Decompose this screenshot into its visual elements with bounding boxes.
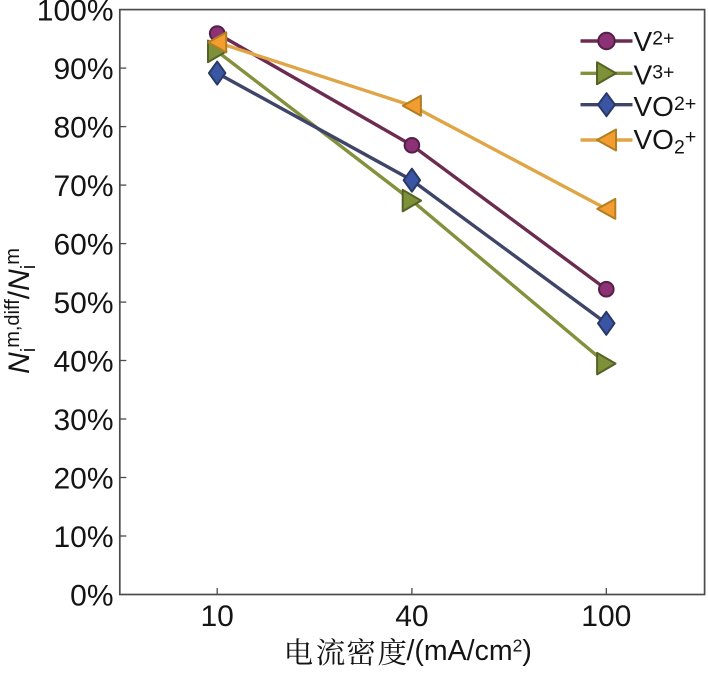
svg-text:40: 40 — [395, 600, 428, 633]
svg-text:/(mA/cm2): /(mA/cm2) — [407, 635, 532, 667]
svg-text:60%: 60% — [53, 228, 113, 261]
svg-text:50%: 50% — [53, 287, 113, 320]
svg-text:Nim,diff/Nim: Nim,diff/Nim — [2, 248, 40, 374]
svg-text:100%: 100% — [37, 0, 114, 27]
svg-text:30%: 30% — [53, 404, 113, 437]
svg-text:70%: 70% — [53, 170, 113, 203]
svg-text:0%: 0% — [70, 579, 113, 612]
svg-text:90%: 90% — [53, 53, 113, 86]
svg-text:10%: 10% — [53, 521, 113, 554]
svg-text:10: 10 — [201, 600, 234, 633]
svg-text:40%: 40% — [53, 345, 113, 378]
svg-text:20%: 20% — [53, 462, 113, 495]
svg-text:80%: 80% — [53, 111, 113, 144]
svg-text:100: 100 — [581, 600, 631, 633]
